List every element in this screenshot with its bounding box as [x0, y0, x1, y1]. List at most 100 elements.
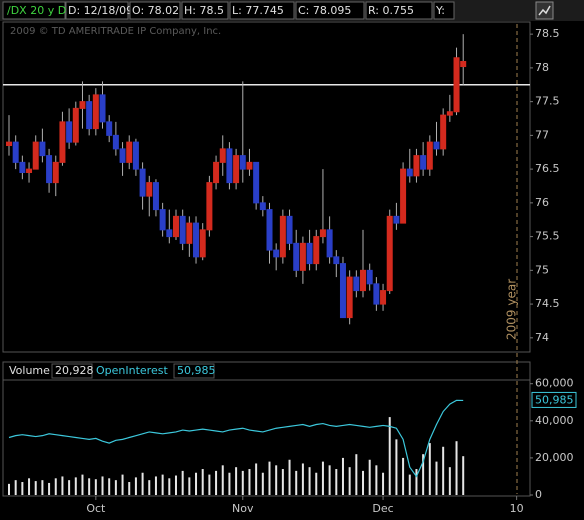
readout-box — [51, 363, 93, 379]
volume-bar — [141, 472, 144, 495]
volume-bar — [101, 476, 104, 495]
volume-bar — [154, 476, 157, 495]
volume-bar — [48, 482, 51, 495]
y-tick-label: 0 — [535, 488, 542, 501]
volume-bar — [168, 478, 171, 495]
candle-body — [199, 229, 206, 258]
symbol: /DX 20 y D — [7, 4, 66, 17]
volume-bar — [14, 480, 17, 495]
candle-body — [12, 141, 19, 163]
candle-body — [179, 215, 186, 244]
candle-body — [139, 168, 146, 197]
candle-body — [420, 155, 427, 170]
header-field: Y: — [435, 4, 445, 17]
volume-bar — [448, 467, 451, 495]
volume-bar — [295, 470, 298, 495]
candle-body — [440, 114, 447, 150]
candle-body — [393, 215, 400, 224]
candle-body — [279, 215, 286, 258]
volume-bar — [121, 474, 124, 495]
candle-body — [239, 155, 246, 170]
volume-bar — [321, 461, 324, 495]
legend-label: OpenInterest — [96, 364, 168, 377]
volume-bar — [61, 476, 64, 495]
header-box — [181, 1, 229, 20]
candle-body — [193, 222, 200, 258]
candle-body — [166, 229, 173, 238]
candle-body — [92, 94, 99, 130]
x-tick-label: Oct — [86, 502, 106, 515]
volume-bar — [422, 454, 425, 495]
y-tick-label: 78 — [535, 61, 549, 74]
candle-body — [19, 161, 26, 173]
price-panel — [2, 21, 531, 353]
candle-body — [306, 242, 313, 265]
y-tick-label: 78.5 — [535, 27, 560, 40]
candle-body — [253, 161, 260, 204]
candle-body — [299, 242, 306, 271]
y-tick-label: 75.5 — [535, 230, 560, 243]
candle-body — [112, 134, 119, 150]
volume-bar — [308, 467, 311, 495]
volume-bar — [215, 470, 218, 495]
volume-bar — [368, 459, 371, 495]
x-tick-label: 10 — [510, 502, 524, 515]
candle-body — [159, 209, 166, 231]
volume-bar — [248, 469, 251, 495]
y-tick-label: 60,000 — [535, 377, 574, 390]
candle-body — [380, 290, 387, 305]
chart-icon[interactable] — [535, 1, 554, 20]
candle-body — [453, 57, 460, 113]
volume-bar — [268, 461, 271, 495]
readout: 50,985 — [177, 364, 216, 377]
volume-bar — [68, 480, 71, 495]
volume-bar — [362, 470, 365, 495]
volume-bar — [88, 478, 91, 495]
candle-body — [72, 107, 79, 143]
candle-body — [79, 101, 86, 109]
candle-body — [152, 182, 159, 211]
header-box — [65, 1, 129, 20]
candle-body — [433, 141, 440, 150]
candle-body — [233, 155, 240, 184]
candle-body — [26, 168, 33, 173]
candle-body — [86, 101, 93, 130]
candle-body — [226, 148, 233, 184]
candle-body — [206, 182, 213, 231]
volume-bar — [34, 481, 37, 495]
readout-box — [173, 363, 215, 379]
volume-bar — [114, 480, 117, 495]
candle-body — [460, 60, 467, 68]
candle-body — [39, 141, 46, 157]
volume-bar — [395, 439, 398, 495]
volume-bar — [335, 469, 338, 495]
candle-body — [346, 276, 353, 319]
candle-body — [106, 121, 113, 136]
volume-bar — [41, 480, 44, 495]
y-tick-label: 77 — [535, 128, 549, 141]
candle-body — [353, 276, 360, 292]
volume-bar — [241, 470, 244, 495]
volume-bar — [94, 479, 97, 495]
candle-body — [32, 141, 39, 170]
volume-bar — [235, 467, 238, 495]
volume-bar — [261, 472, 264, 495]
candle-body — [146, 182, 153, 197]
candle-body — [6, 141, 12, 146]
header-box — [433, 1, 455, 20]
volume-bar — [415, 469, 418, 495]
volume-bar — [341, 457, 344, 495]
open-interest-line — [8, 399, 464, 478]
candle-body — [246, 161, 253, 170]
volume-bar — [228, 472, 231, 495]
header-field: D: 12/18/09 — [68, 4, 133, 17]
header-field: L: 77.745 — [232, 4, 284, 17]
watermark: 2009 © TD AMERITRADE IP Company, Inc. — [10, 26, 221, 37]
y-tick-label: 74 — [535, 331, 549, 344]
volume-bar — [221, 465, 224, 495]
volume-bar — [428, 443, 431, 495]
volume-bar — [201, 469, 204, 495]
volume-bar — [462, 456, 465, 495]
